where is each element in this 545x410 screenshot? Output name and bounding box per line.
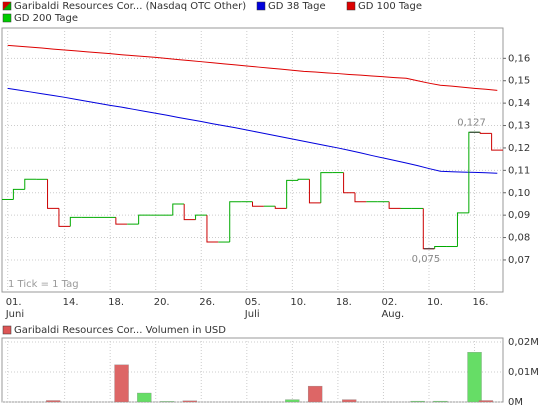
x-tick-label: 14. bbox=[63, 297, 79, 308]
y-tick-label: 0,08 bbox=[508, 233, 530, 244]
price-step bbox=[69, 216, 82, 227]
y-tick-label: 0,14 bbox=[508, 98, 530, 109]
x-tick-label: 20. bbox=[154, 297, 170, 308]
price-step bbox=[434, 246, 447, 249]
price-step bbox=[47, 179, 59, 209]
x-tick-label: 01. bbox=[6, 297, 22, 308]
price-step bbox=[456, 212, 469, 247]
x-tick-label: 10. bbox=[290, 297, 306, 308]
price-step bbox=[320, 172, 333, 203]
legend-label: GD 200 Tage bbox=[14, 13, 78, 24]
volume-bar bbox=[285, 399, 300, 403]
volume-frame bbox=[1, 337, 504, 403]
price-step bbox=[24, 178, 37, 190]
x-month-label: Juli bbox=[244, 309, 260, 320]
price-step bbox=[206, 215, 219, 243]
legend-label: GD 100 Tage bbox=[358, 1, 422, 12]
price-step bbox=[354, 192, 367, 203]
y-tick-label: 0,13 bbox=[508, 121, 530, 132]
y-tick-label: 0,11 bbox=[508, 165, 530, 176]
annotation-label: 0,075 bbox=[412, 254, 441, 265]
volume-bar bbox=[307, 385, 323, 403]
legend-swatch bbox=[3, 2, 11, 10]
y-tick-label: 0,15 bbox=[508, 76, 530, 87]
y-tick-label: 0,02M bbox=[508, 337, 539, 348]
price-step bbox=[343, 172, 355, 194]
x-tick-label: 02. bbox=[381, 297, 397, 308]
x-tick-label: 16. bbox=[473, 297, 489, 308]
x-month-label: Aug. bbox=[381, 309, 404, 320]
price-step bbox=[115, 217, 128, 225]
price-step bbox=[58, 208, 71, 227]
price-step bbox=[12, 188, 25, 200]
legend-swatch bbox=[2, 13, 12, 23]
price-step bbox=[479, 132, 492, 134]
annotation-label: 0,127 bbox=[457, 117, 486, 128]
y-tick-label: 0,10 bbox=[508, 188, 530, 199]
volume-bar bbox=[182, 400, 198, 403]
volume-bar bbox=[433, 400, 448, 403]
y-tick-label: 0,01M bbox=[508, 367, 539, 378]
price-step bbox=[229, 201, 242, 243]
volume-legend-swatch bbox=[2, 325, 12, 335]
price-step bbox=[183, 203, 196, 221]
legend-label: GD 38 Tage bbox=[268, 1, 326, 12]
price-step bbox=[308, 179, 321, 204]
plot-frame bbox=[1, 27, 504, 293]
volume-bar bbox=[410, 400, 425, 403]
volume-bar bbox=[159, 401, 175, 403]
legend-label: Garibaldi Resources Cor... (Nasdaq OTC O… bbox=[14, 1, 246, 12]
volume-bar bbox=[46, 400, 61, 403]
price-step bbox=[252, 201, 264, 207]
volume-bar bbox=[342, 399, 357, 403]
x-tick-label: 05. bbox=[245, 297, 261, 308]
volume-bar bbox=[114, 364, 129, 403]
x-tick-label: 10. bbox=[427, 297, 443, 308]
price-step bbox=[286, 179, 299, 209]
moving-average bbox=[7, 44, 498, 91]
y-tick-label: 0,12 bbox=[508, 143, 530, 154]
volume-bar bbox=[137, 392, 152, 403]
y-tick-label: 0,09 bbox=[508, 210, 530, 221]
price-step bbox=[297, 178, 310, 181]
x-month-label: Juni bbox=[5, 309, 24, 320]
price-step bbox=[388, 201, 401, 209]
price-step bbox=[491, 133, 503, 151]
price-step bbox=[195, 214, 207, 220]
x-tick-label: 18. bbox=[108, 297, 124, 308]
y-tick-label: 0,16 bbox=[508, 53, 530, 64]
legend-swatch bbox=[256, 1, 266, 11]
y-tick-label: 0M bbox=[508, 397, 523, 408]
price-step bbox=[172, 203, 185, 216]
x-tick-label: 18. bbox=[336, 297, 352, 308]
moving-average bbox=[7, 87, 498, 174]
price-step bbox=[274, 206, 287, 209]
price-step bbox=[138, 214, 151, 225]
x-tick-label: 26. bbox=[199, 297, 215, 308]
volume-title: Garibaldi Resources Cor... Volumen in US… bbox=[14, 325, 226, 336]
y-tick-label: 0,07 bbox=[508, 255, 530, 266]
volume-bar bbox=[467, 352, 482, 403]
volume-bar bbox=[478, 400, 494, 403]
legend-swatch bbox=[346, 1, 356, 11]
tick-note: 1 Tick = 1 Tag bbox=[8, 279, 79, 290]
